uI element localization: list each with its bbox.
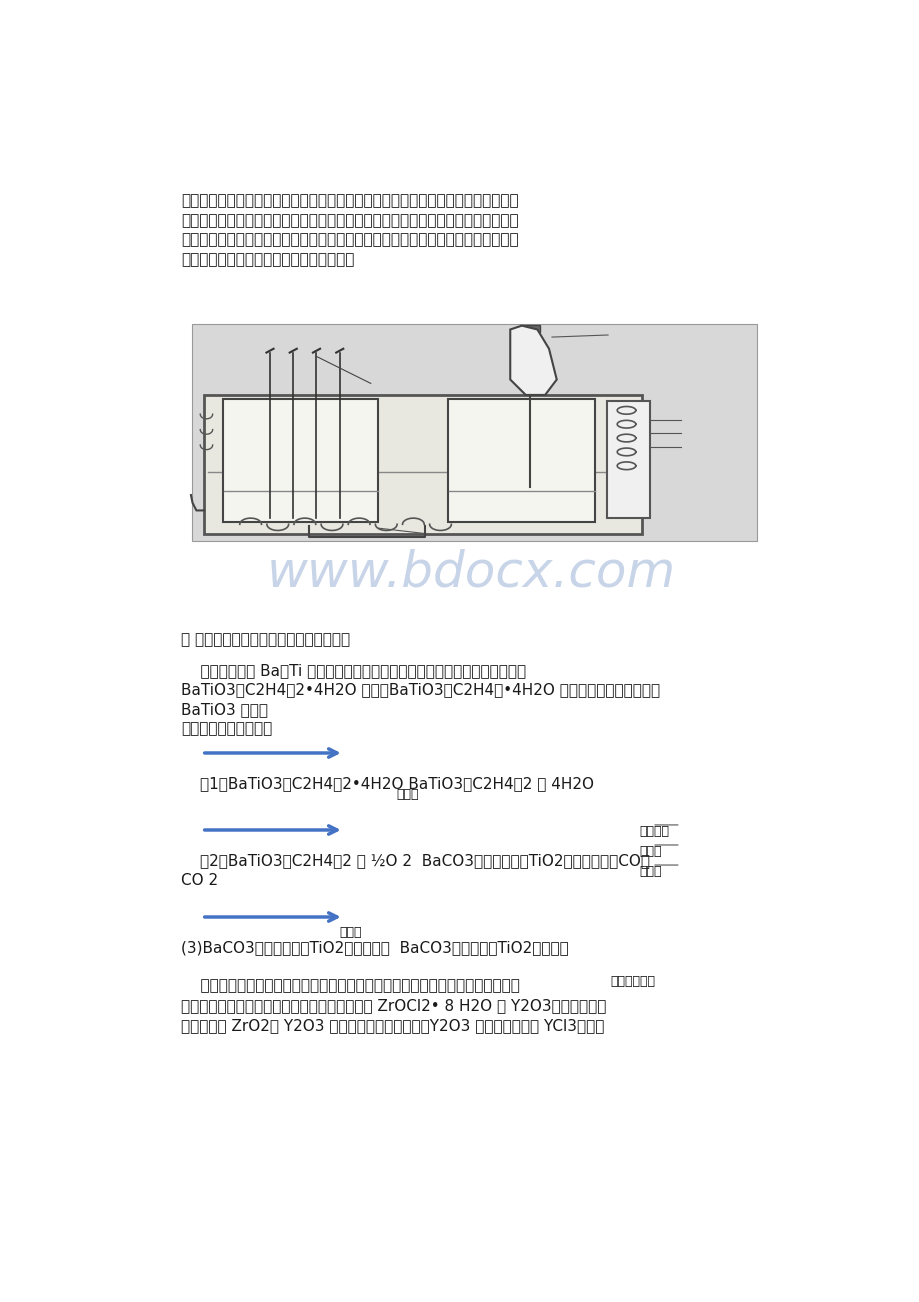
- Text: 草酸溶液: 草酸溶液: [639, 825, 668, 838]
- Text: 的共沉淀制备就是一个很普通的例子。举例：用 ZrOCl2• 8 H2O 和 Y2O3（化学纯）为: 的共沉淀制备就是一个很普通的例子。举例：用 ZrOCl2• 8 H2O 和 Y2…: [181, 999, 606, 1013]
- Text: ，还必须注重溶液的组成控制和沉淀组成的管理。为方便理解其原理以利用草酸盐进: ，还必须注重溶液的组成控制和沉淀组成的管理。为方便理解其原理以利用草酸盐进: [181, 232, 518, 247]
- Text: 实验原理：在 Ba、Ti 的硝酸盐溶液中加入草酸沉淀剂后，形成了单相化合物: 实验原理：在 Ba、Ti 的硝酸盐溶液中加入草酸沉淀剂后，形成了单相化合物: [181, 663, 526, 678]
- Bar: [204, 395, 641, 534]
- Text: 盐的混合溶液: 盐的混合溶液: [610, 975, 655, 988]
- Bar: [519, 326, 539, 332]
- Bar: [448, 400, 594, 491]
- Bar: [607, 401, 649, 518]
- Bar: [523, 329, 535, 387]
- Text: 化学方程式如下所示：: 化学方程式如下所示：: [181, 721, 272, 737]
- Text: CO 2: CO 2: [181, 872, 218, 888]
- Text: 恒温器: 恒温器: [639, 845, 661, 858]
- Text: www.bdocx.com: www.bdocx.com: [267, 548, 675, 596]
- Text: 恒温槽: 恒温槽: [639, 865, 661, 878]
- Polygon shape: [510, 326, 556, 395]
- Bar: [448, 398, 595, 522]
- Text: （1）BaTiO3（C2H4）2•4H2O BaTiO3（C2H4）2 ＋ 4H2O: （1）BaTiO3（C2H4）2•4H2O BaTiO3（C2H4）2 ＋ 4H…: [200, 776, 594, 792]
- Text: 搅拌棒: 搅拌棒: [339, 926, 361, 939]
- Bar: [224, 400, 378, 491]
- Text: 比组成一般是不一样的，则能利用形成固溶体的情况是相当有限的。要得到产物微粒: 比组成一般是不一样的，则能利用形成固溶体的情况是相当有限的。要得到产物微粒: [181, 212, 518, 228]
- Text: 行化合物沉淀的合成为例。反应装置如图：: 行化合物沉淀的合成为例。反应装置如图：: [181, 251, 354, 267]
- Text: 图 利用草酸盐进行化合物沉淀的合成装置: 图 利用草酸盐进行化合物沉淀的合成装置: [181, 631, 349, 647]
- Text: 加热器: 加热器: [396, 788, 418, 801]
- Text: 如果沉淀产物为混合物时，称为混合物共沉淀。四方氧化锆或全稳定立方氧化锆: 如果沉淀产物为混合物时，称为混合物共沉淀。四方氧化锆或全稳定立方氧化锆: [181, 979, 519, 993]
- Text: 原子尺度上的均匀性。如果是形成固溶体的系统是有限的，固溶体沉淀物的组成与配: 原子尺度上的均匀性。如果是形成固溶体的系统是有限的，固溶体沉淀物的组成与配: [181, 193, 518, 208]
- Bar: [192, 324, 756, 542]
- Text: (3)BaCO3（无定形）＋TiO2（无定形）  BaCO3（结晶）＋TiO2（结晶）: (3)BaCO3（无定形）＋TiO2（无定形） BaCO3（结晶）＋TiO2（结…: [181, 940, 568, 956]
- Bar: [208, 471, 638, 534]
- Text: 原料来制备 ZrO2－ Y2O3 的纳米粒子。反应过程：Y2O3 用盐酸溶解得到 YCl3，然后: 原料来制备 ZrO2－ Y2O3 的纳米粒子。反应过程：Y2O3 用盐酸溶解得到…: [181, 1018, 604, 1032]
- Bar: [223, 398, 378, 522]
- Text: BaTiO3（C2H4）2•4H2O 沉淀；BaTiO3（C2H4）•4H2O 沉淀由于煅烧，分解形成: BaTiO3（C2H4）2•4H2O 沉淀；BaTiO3（C2H4）•4H2O …: [181, 682, 659, 698]
- Text: （2）BaTiO3（C2H4）2 ＋ ½O 2  BaCO3（无定形）＋TiO2（无定形）＋CO＋: （2）BaTiO3（C2H4）2 ＋ ½O 2 BaCO3（无定形）＋TiO2（…: [200, 853, 650, 868]
- Text: BaTiO3 微粉。: BaTiO3 微粉。: [181, 702, 267, 717]
